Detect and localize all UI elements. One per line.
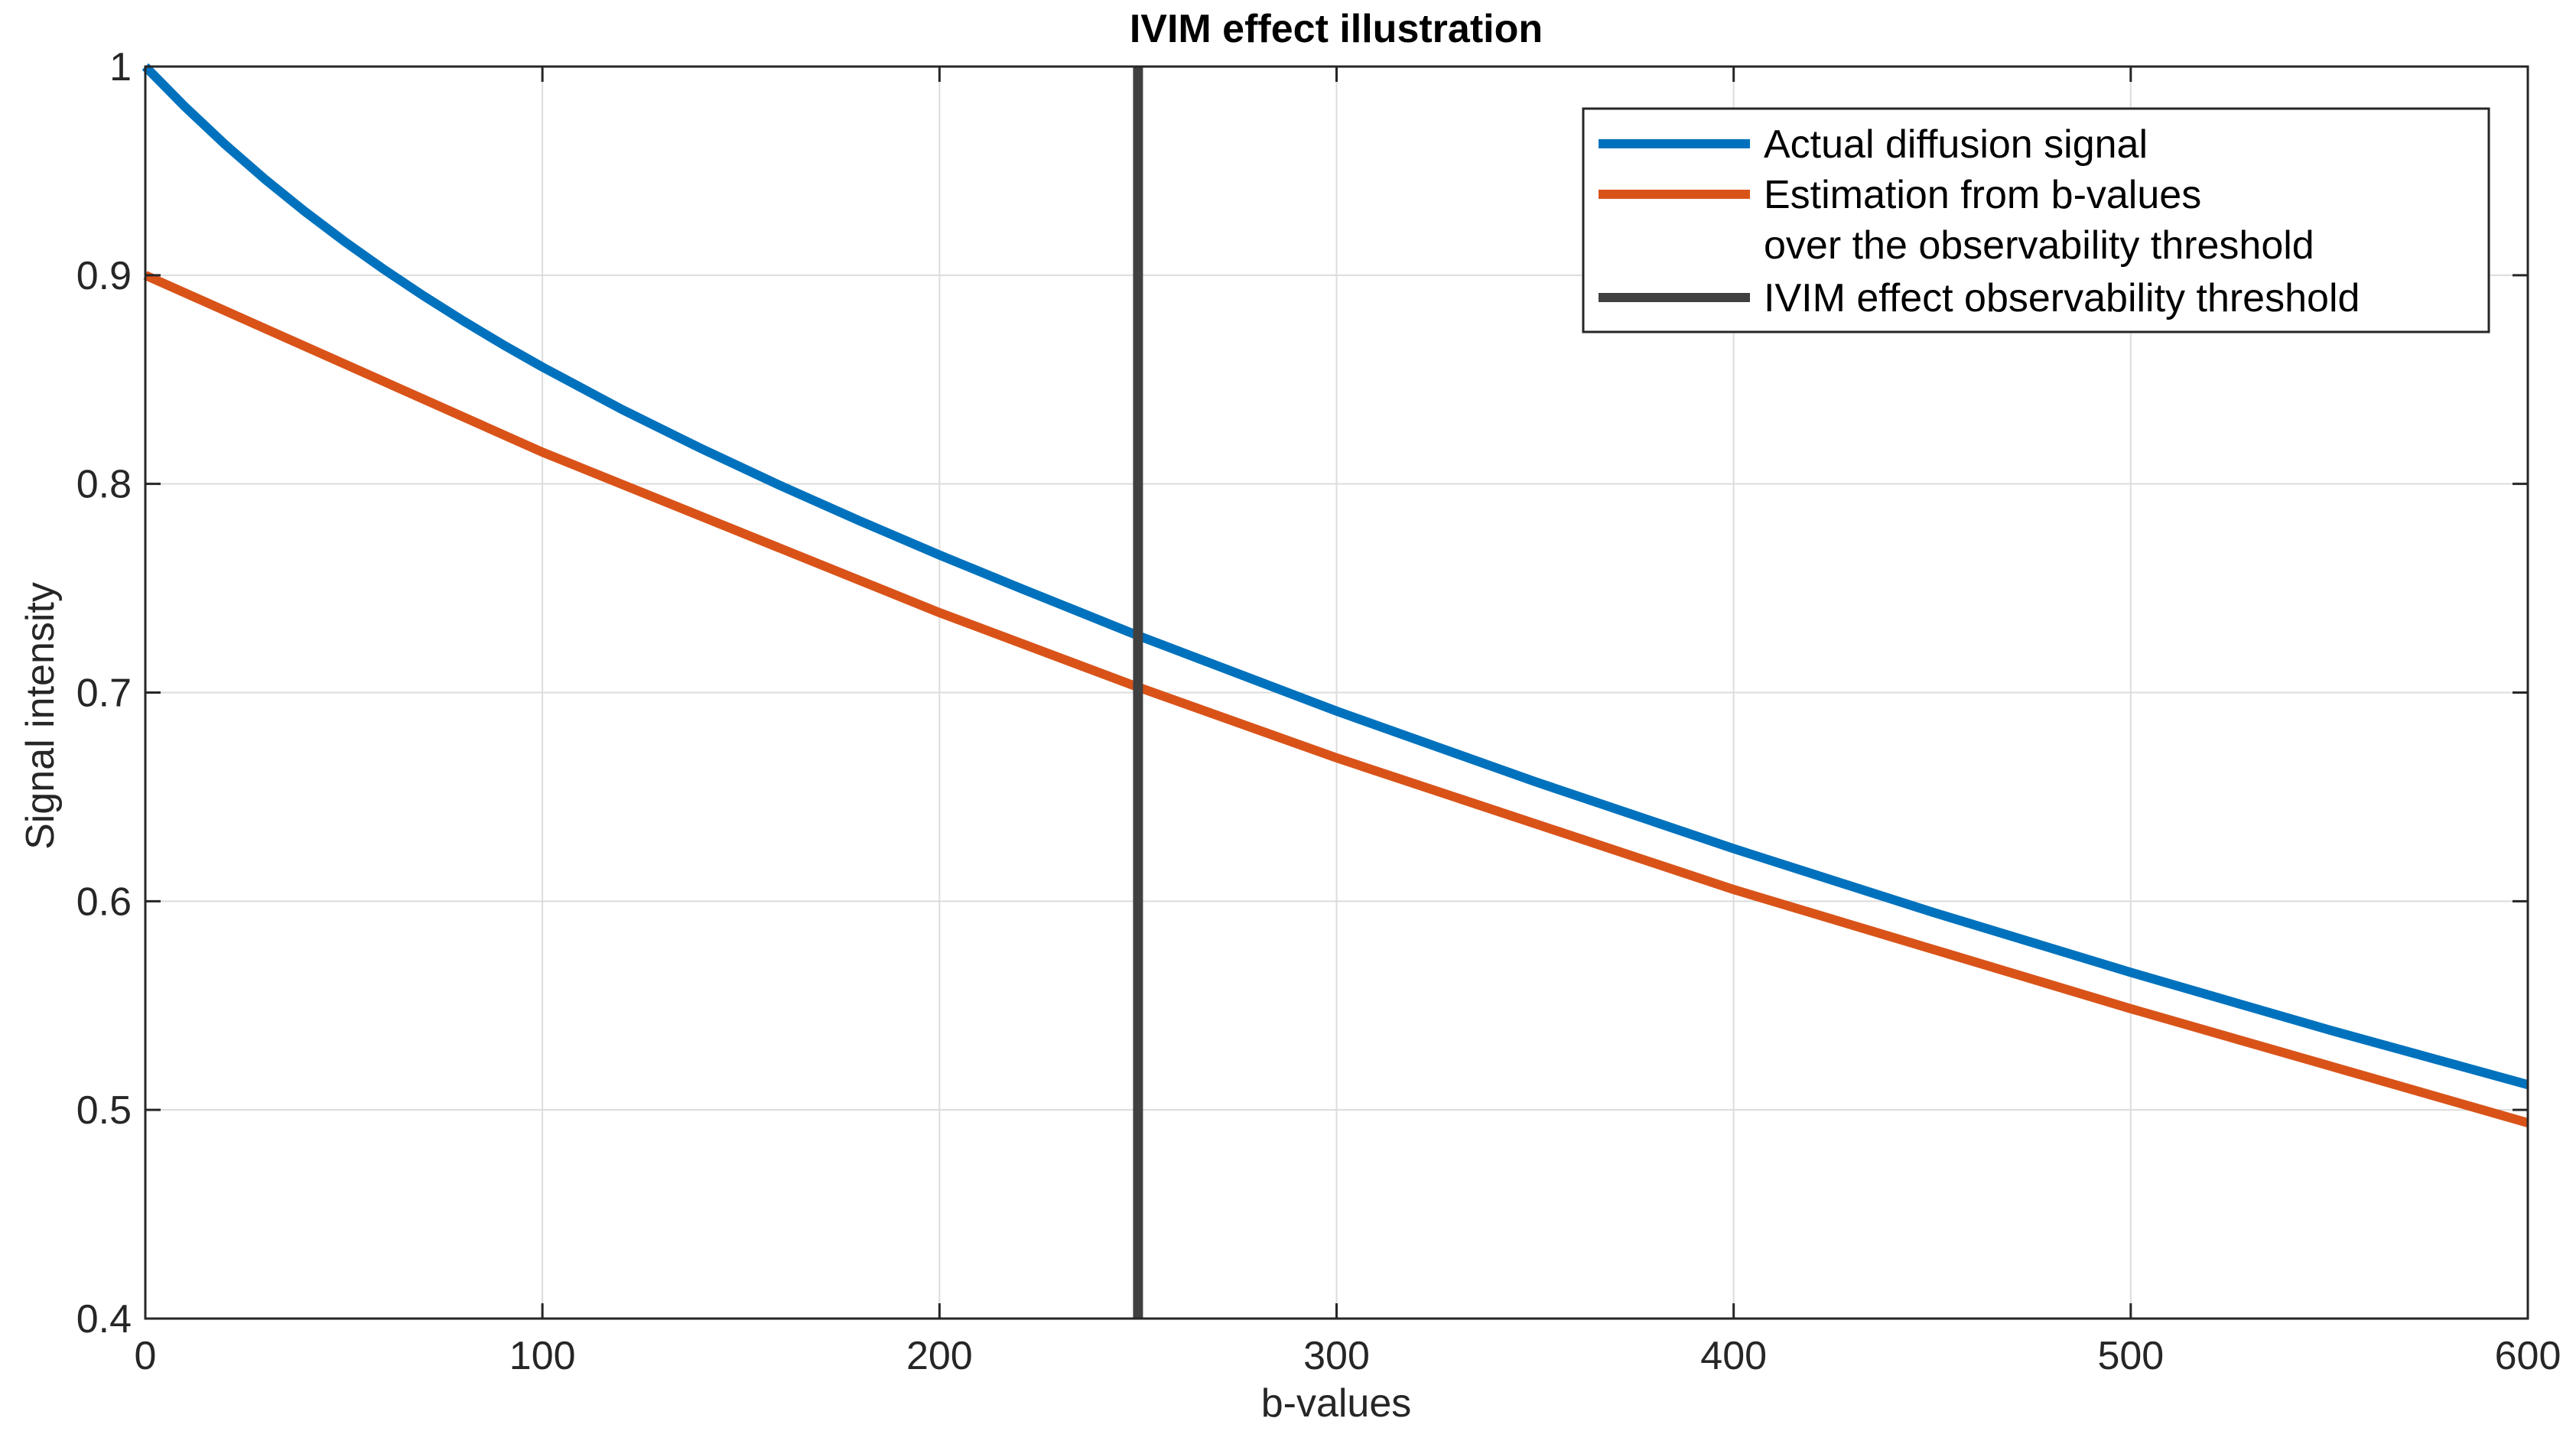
y-tick-label: 0.7 bbox=[76, 672, 132, 716]
legend-label: Actual diffusion signal bbox=[1764, 122, 2148, 167]
legend-label: IVIM effect observability threshold bbox=[1764, 276, 2360, 320]
x-tick-label: 500 bbox=[2097, 1334, 2164, 1378]
legend-label: Estimation from b-values bbox=[1764, 173, 2201, 217]
y-tick-labels: 0.4 0.5 0.6 0.7 0.8 0.9 1 bbox=[76, 45, 132, 1342]
y-tick-label: 1 bbox=[109, 45, 132, 89]
legend-entry: Actual diffusion signal bbox=[1599, 122, 2148, 167]
x-tick-label: 100 bbox=[509, 1334, 576, 1378]
legend-entry: Estimation from b-values over the observa… bbox=[1599, 173, 2314, 268]
legend-entry: IVIM effect observability threshold bbox=[1599, 276, 2360, 320]
legend: Actual diffusion signal Estimation from b… bbox=[1582, 107, 2490, 333]
tick-marks bbox=[144, 65, 2529, 1320]
series-layer bbox=[141, 63, 2529, 1319]
x-tick-label: 600 bbox=[2495, 1334, 2561, 1378]
y-tick-label: 0.4 bbox=[76, 1297, 132, 1342]
x-tick-labels: 0 100 200 300 400 500 600 bbox=[135, 1334, 2561, 1378]
x-tick-label: 0 bbox=[135, 1334, 157, 1378]
x-axis-label: b-values bbox=[1261, 1381, 1412, 1426]
x-tick-label: 300 bbox=[1303, 1334, 1370, 1378]
series-line-estimation bbox=[143, 271, 2529, 1127]
x-tick-label: 200 bbox=[906, 1334, 973, 1378]
y-axis-label: Signal intensity bbox=[18, 582, 63, 850]
y-tick-label: 0.8 bbox=[76, 463, 132, 507]
legend-label: over the observability threshold bbox=[1764, 223, 2314, 268]
y-tick-label: 0.5 bbox=[76, 1088, 132, 1133]
y-tick-label: 0.6 bbox=[76, 880, 132, 924]
chart-title: IVIM effect illustration bbox=[1130, 7, 1543, 51]
series-line-actual-diffusion-signal bbox=[141, 63, 2529, 1089]
x-tick-label: 400 bbox=[1700, 1334, 1767, 1378]
y-tick-label: 0.9 bbox=[76, 254, 132, 298]
